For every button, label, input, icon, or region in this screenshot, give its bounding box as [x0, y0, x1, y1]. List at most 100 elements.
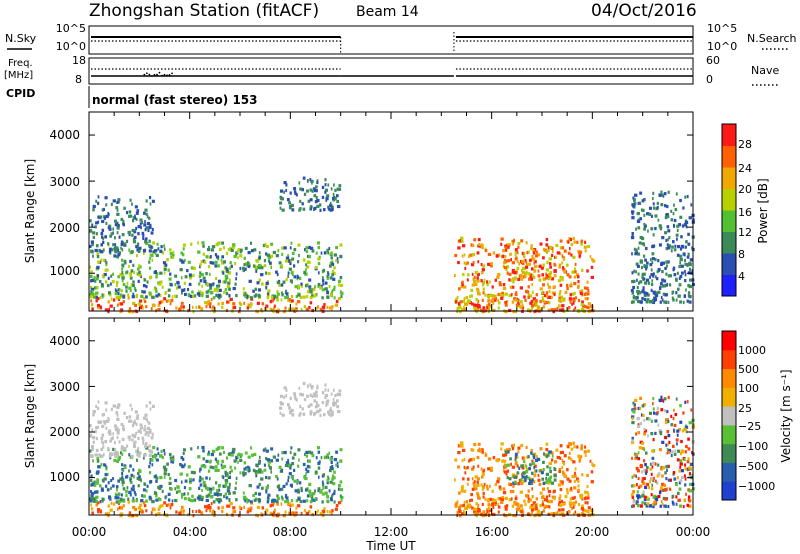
power-cell: [685, 288, 687, 291]
velocity-cell: [246, 499, 248, 502]
velocity-cell: [257, 506, 260, 509]
velocity-cell: [665, 477, 667, 480]
power-cell: [530, 247, 532, 250]
velocity-cell: [299, 393, 302, 396]
velocity-cell: [304, 453, 306, 456]
power-cell: [330, 294, 333, 297]
power-cell: [334, 286, 336, 289]
power-cell: [666, 205, 668, 208]
power-cell: [663, 279, 666, 282]
velocity-cell: [260, 477, 263, 480]
power-cell: [577, 280, 579, 283]
velocity-colorbar-label: Velocity [m s⁻¹]: [779, 369, 793, 462]
power-cell: [119, 273, 121, 276]
velocity-cell: [209, 491, 212, 494]
power-cell: [505, 293, 508, 296]
power-cell: [132, 264, 134, 267]
power-cell: [281, 264, 283, 267]
power-cell: [543, 248, 545, 251]
power-cell: [474, 276, 476, 279]
power-cell: [677, 229, 679, 232]
power-cell: [680, 235, 683, 238]
power-cell: [228, 288, 231, 291]
power-cell: [304, 248, 306, 251]
velocity-cell: [512, 505, 514, 508]
velocity-cell: [213, 487, 215, 490]
power-cell: [152, 259, 154, 262]
power-cell: [168, 299, 170, 302]
power-cell: [482, 310, 485, 313]
velocity-cell: [151, 500, 154, 503]
power-cell: [500, 238, 503, 241]
velocity-cell: [490, 467, 493, 470]
velocity-cell: [462, 504, 465, 507]
power-cell: [530, 275, 532, 278]
velocity-cell: [323, 473, 325, 476]
velocity-cell: [517, 447, 520, 450]
power-cell: [137, 232, 139, 235]
velocity-cell: [315, 391, 318, 394]
velocity-cell: [307, 385, 309, 388]
velocity-cell: [147, 434, 149, 437]
power-cell: [528, 285, 530, 288]
velocity-cb-tick-1000: 1000: [738, 344, 766, 357]
velocity-cell: [178, 512, 181, 515]
velocity-cell: [631, 421, 634, 424]
power-cell: [102, 237, 104, 240]
power-colorbar-swatch: [722, 253, 736, 275]
velocity-cell: [496, 459, 499, 462]
freq-left-tick-bottom: 8: [75, 73, 82, 86]
velocity-cell: [647, 434, 649, 437]
velocity-cell: [278, 488, 281, 491]
velocity-cell: [173, 455, 175, 458]
power-cell: [197, 292, 200, 295]
velocity-cell: [538, 474, 540, 477]
power-cell: [496, 254, 499, 257]
velocity-cell: [108, 504, 110, 507]
power-cell: [239, 254, 242, 257]
velocity-cell: [213, 500, 216, 503]
velocity-cell: [676, 398, 678, 401]
velocity-cell: [96, 500, 98, 503]
power-cell: [649, 276, 651, 279]
power-cell: [591, 266, 593, 269]
power-cell: [637, 265, 640, 268]
power-cell: [502, 255, 504, 258]
power-cell: [584, 286, 586, 289]
power-cell: [252, 290, 255, 293]
power-cell: [672, 291, 675, 294]
velocity-cell: [306, 512, 309, 515]
power-cell: [132, 229, 135, 232]
velocity-cell: [488, 507, 490, 510]
velocity-cell: [141, 499, 144, 502]
power-cell: [546, 301, 549, 304]
power-cell: [289, 262, 291, 265]
power-cell: [651, 289, 653, 292]
velocity-cell: [637, 490, 639, 493]
velocity-cell: [537, 509, 540, 512]
power-cell: [520, 286, 523, 289]
velocity-cell: [673, 409, 675, 412]
power-cell: [293, 187, 296, 190]
power-cell: [538, 278, 541, 281]
power-cell: [331, 262, 333, 265]
velocity-cell: [677, 492, 680, 495]
velocity-cell: [237, 461, 239, 464]
velocity-cell: [267, 494, 270, 497]
power-cell: [586, 306, 589, 309]
power-cell: [667, 238, 669, 241]
power-cell: [493, 251, 495, 254]
velocity-cell: [644, 486, 647, 489]
velocity-cell: [477, 508, 480, 511]
velocity-cell: [505, 497, 508, 500]
velocity-cell: [310, 403, 313, 406]
velocity-cell: [552, 454, 554, 457]
velocity-cell: [477, 494, 480, 497]
power-cell: [567, 240, 569, 243]
velocity-cell: [575, 467, 577, 470]
power-cell: [574, 267, 576, 270]
power-cell: [541, 266, 544, 269]
velocity-cell: [90, 503, 92, 506]
velocity-cell: [95, 405, 97, 408]
power-cell: [458, 287, 461, 290]
